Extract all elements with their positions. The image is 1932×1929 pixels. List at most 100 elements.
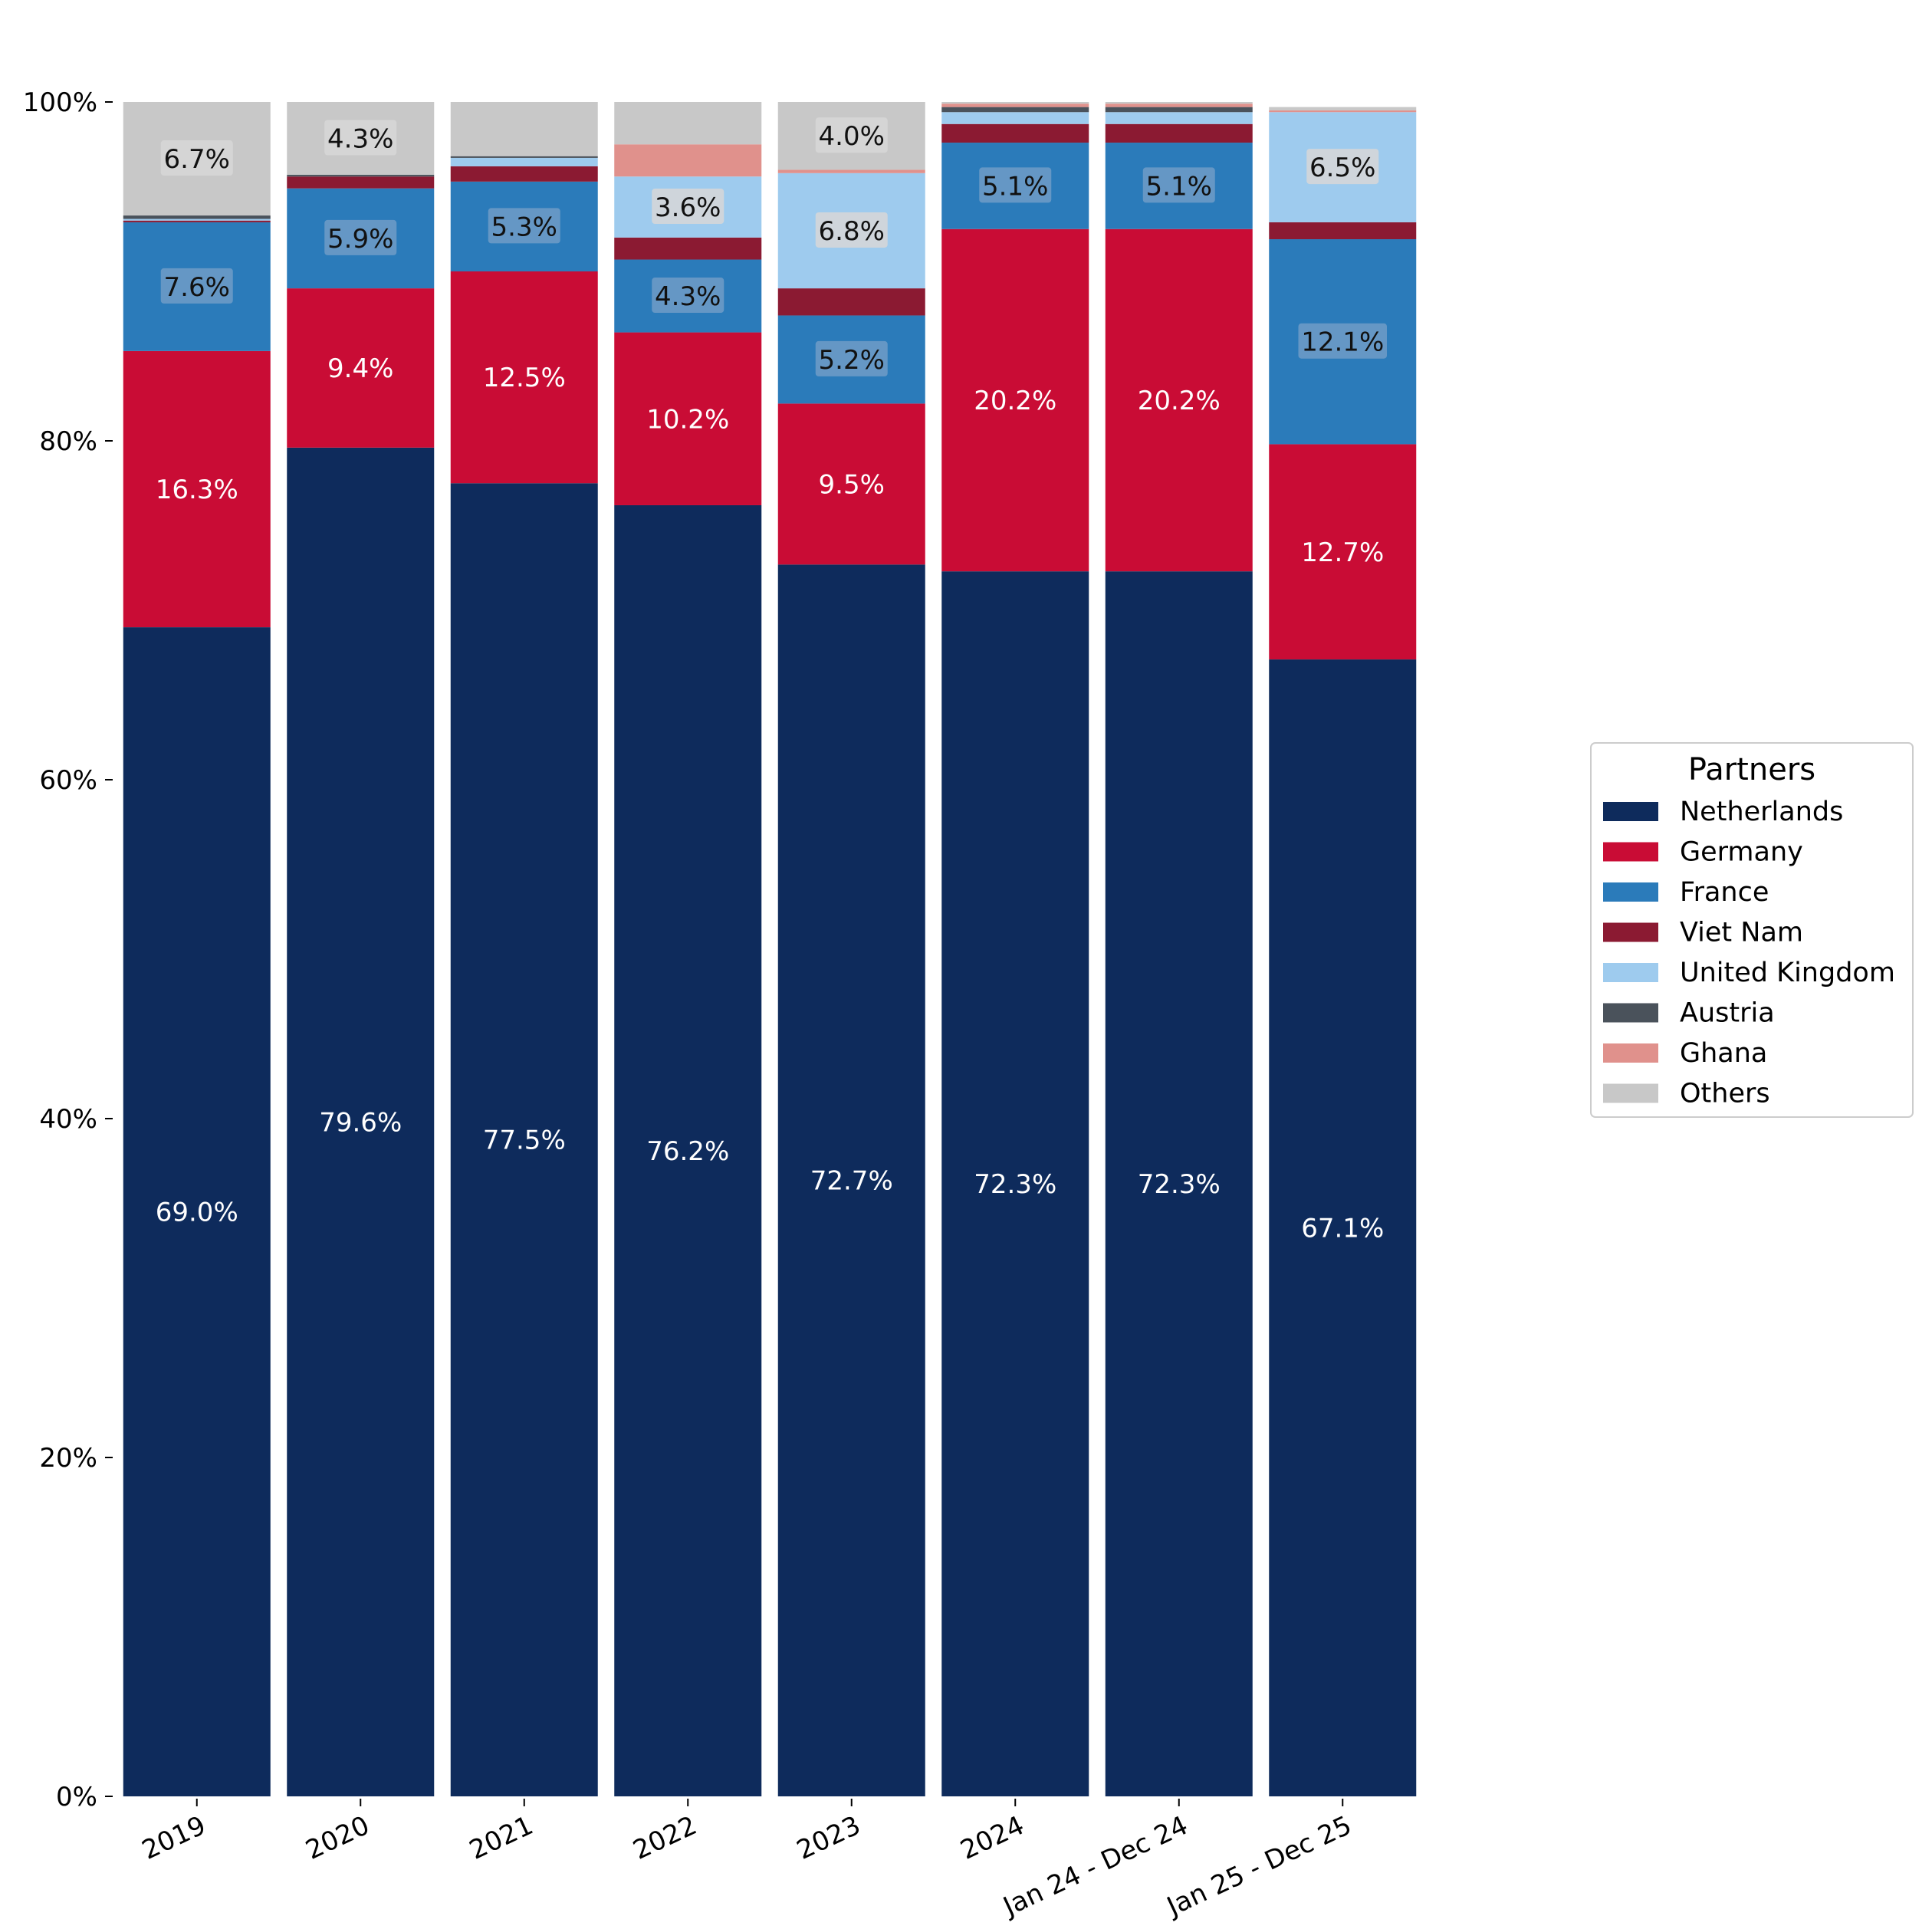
bar-segment-viet-nam-2019 [123,220,271,222]
bar-segment-viet-nam-2024 [941,123,1089,143]
data-label-netherlands-2024: 72.3% [974,1169,1056,1200]
x-tick-label-jan-25-dec-25: Jan 25 - Dec 25 [1161,1810,1356,1923]
bar-segment-netherlands-2024 [941,571,1089,1797]
data-label-germany-jan-25-dec-25: 12.7% [1301,537,1384,568]
bar-segment-united-kingdom-jan-24-dec-24 [1105,112,1253,124]
bar-segment-netherlands-2021 [450,483,598,1796]
legend-label-viet-nam: Viet Nam [1680,918,1803,948]
y-axis: 0% 20% 40% 60% 80% 100% [23,87,113,1812]
bar-segment-viet-nam-2020 [287,176,435,189]
bar-segment-germany-2019 [123,350,271,628]
y-tick-label: 60% [39,765,97,796]
bar-stacks [123,102,1417,1797]
data-label-box [815,212,888,248]
data-label-box [979,167,1052,203]
bar-segment-others-2021 [450,102,598,156]
bar-segment-others-jan-24-dec-24 [1105,102,1253,104]
bar-segment-germany-2023 [777,403,925,565]
data-label-france-2020: 5.9% [327,224,393,255]
x-tick-label-2022: 2022 [629,1810,702,1866]
data-label-germany-2021: 12.5% [483,363,566,393]
bar-segment-germany-jan-24-dec-24 [1105,228,1253,572]
y-tick-label: 100% [23,87,97,118]
x-tick-label-2019: 2019 [137,1810,210,1866]
bar-segment-united-kingdom-2024 [941,112,1089,124]
data-label-box [160,140,233,176]
bar-segment-viet-nam-2022 [614,237,762,260]
legend-swatch-united-kingdom [1603,963,1658,982]
bar-segment-viet-nam-jan-25-dec-25 [1269,222,1417,240]
bar-segment-austria-2021 [450,156,598,158]
legend: Partners Netherlands Germany France Viet Na… [1590,742,1914,1118]
bar-segment-germany-2024 [941,228,1089,572]
data-label-netherlands-jan-25-dec-25: 67.1% [1301,1214,1384,1244]
data-label-box [1142,167,1215,203]
data-label-united-kingdom-2022: 3.6% [655,192,721,223]
data-label-box [488,208,560,244]
x-tick-label-2021: 2021 [465,1810,537,1866]
legend-label-ghana: Ghana [1680,1038,1767,1069]
data-label-box [160,268,233,304]
data-label-box [1306,149,1379,185]
data-label-france-jan-25-dec-25: 12.1% [1301,327,1384,358]
x-tick-label-2023: 2023 [792,1810,865,1866]
legend-swatch-austria [1603,1003,1658,1023]
data-label-box [324,120,397,156]
legend-swatch-germany [1603,842,1658,862]
bar-segment-ghana-2022 [614,144,762,177]
bar-segment-ghana-2023 [777,169,925,173]
data-label-france-2022: 4.3% [655,281,721,312]
legend-swatch-viet-nam [1603,922,1658,942]
bar-segment-viet-nam-2021 [450,166,598,182]
data-label-germany-2022: 10.2% [646,404,729,435]
data-label-box [652,278,724,314]
bar-segment-ghana-jan-25-dec-25 [1269,110,1417,113]
y-tick-label: 0% [56,1782,97,1812]
bar-segment-austria-2019 [123,215,271,219]
bar-segment-netherlands-jan-25-dec-25 [1269,659,1417,1796]
data-label-france-2019: 7.6% [164,272,230,303]
bar-segment-others-2022 [614,102,762,145]
data-label-netherlands-2020: 79.6% [319,1107,402,1138]
data-label-germany-2023: 9.5% [819,469,885,500]
bar-segment-ghana-2024 [941,104,1089,107]
bar-segment-united-kingdom-2019 [123,219,271,221]
bar-segment-viet-nam-jan-24-dec-24 [1105,123,1253,143]
data-label-others-2020: 4.3% [327,124,393,155]
x-tick-label-2020: 2020 [301,1810,374,1866]
data-label-france-jan-24-dec-24: 5.1% [1146,171,1212,202]
bar-segment-austria-2020 [287,175,435,177]
bar-segment-others-jan-25-dec-25 [1269,107,1417,111]
data-label-germany-2024: 20.2% [974,386,1056,416]
data-label-netherlands-2022: 76.2% [646,1136,729,1167]
bar-segment-netherlands-2019 [123,627,271,1796]
y-tick-label: 20% [39,1443,97,1474]
bar-segment-netherlands-2020 [287,447,435,1796]
legend-items: Netherlands Germany France Viet Nam United K… [1603,797,1895,1109]
x-tick-label-2024: 2024 [956,1810,1029,1866]
data-label-france-2021: 5.3% [491,212,557,242]
bar-segment-others-2024 [941,102,1089,104]
data-label-netherlands-jan-24-dec-24: 72.3% [1138,1169,1221,1200]
legend-label-austria: Austria [1680,998,1775,1029]
data-labels: 69.0% 16.3% 7.6% 6.7% 79.6% 9.4% 5.9% 4.3% 77.5%… [156,117,1387,1244]
data-label-netherlands-2021: 77.5% [483,1126,566,1156]
bar-segment-ghana-jan-24-dec-24 [1105,104,1253,107]
data-label-netherlands-2023: 72.7% [810,1166,893,1197]
legend-label-germany: Germany [1680,837,1803,868]
y-tick-label: 80% [39,426,97,457]
data-label-box [815,340,888,376]
data-label-germany-2020: 9.4% [327,353,393,384]
data-label-box [652,189,724,225]
legend-label-france: France [1680,877,1769,908]
legend-swatch-netherlands [1603,802,1658,821]
data-label-netherlands-2019: 69.0% [156,1198,238,1228]
bar-segment-germany-2022 [614,332,762,505]
x-tick-label-jan-24-dec-24: Jan 24 - Dec 24 [997,1810,1193,1923]
bar-segment-germany-jan-25-dec-25 [1269,444,1417,660]
data-label-germany-2019: 16.3% [156,475,238,505]
data-label-others-2019: 6.7% [164,144,230,175]
data-label-germany-jan-24-dec-24: 20.2% [1138,386,1221,416]
